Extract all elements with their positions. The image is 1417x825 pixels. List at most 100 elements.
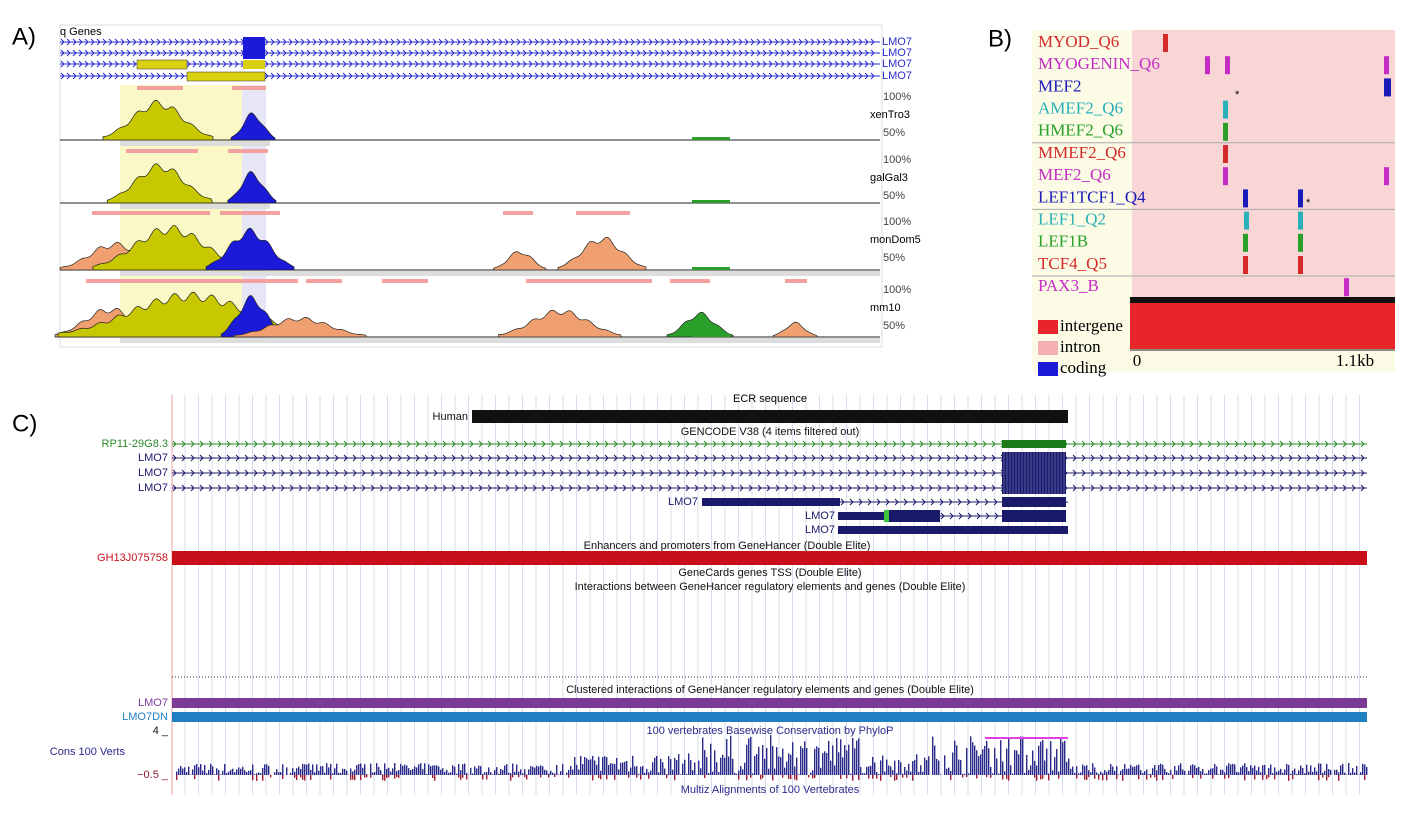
phylop-neg [518,775,520,778]
phylop-bar [742,769,744,775]
phylop-neg [398,775,400,778]
motif-label: AMEF2_Q6 [1038,99,1123,118]
phylop-bar [568,769,570,775]
phylop-bar [1346,774,1348,775]
phylop-bar [466,772,468,775]
phylop-bar [1140,770,1142,775]
phylop-bar [1278,770,1280,775]
phylop-neg [554,775,556,778]
phylop-neg [282,775,284,779]
phylop-neg [966,775,968,778]
phylop-neg [526,775,528,780]
phylop-bar [324,772,326,775]
phylop-bar [778,756,780,775]
motif-site [1244,211,1249,230]
phylop-neg [750,775,752,778]
motif-area [1132,30,1395,300]
phylop-bar [646,768,648,775]
tss-title: GeneCards genes TSS (Double Elite) [678,567,861,579]
conserved-block [692,137,730,140]
phylop-bar [1178,765,1180,775]
phylop-neg [738,775,740,780]
phylop-bar [206,773,208,775]
phylop-bar [594,760,596,775]
phylop-bar [1198,766,1200,775]
ecr-region [92,211,210,215]
conserved-block [692,334,730,337]
phylop-bar [454,766,456,775]
phylop-bar [1222,769,1224,775]
phylop-bar [986,740,988,775]
phylop-bar [1006,748,1008,775]
phylop-bar [598,756,600,775]
phylop-bar [1212,768,1214,775]
phylop-bar [178,768,180,775]
phylop-bar [588,759,590,775]
phylop-neg [962,775,964,778]
phylop-bar [738,770,740,775]
phylop-neg [1364,775,1366,780]
phylop-bar [620,762,622,775]
phylop-bar [1056,749,1058,775]
motif-label: MMEF2_Q6 [1038,143,1126,162]
phylop-bar [846,750,848,775]
phylop-bar [386,768,388,775]
phylop-bar [522,773,524,775]
phylop-bar [714,750,716,775]
species-label: monDom5 [870,234,921,246]
legend-label: intron [1060,337,1101,356]
phylop-bar [804,741,806,775]
phylop-bar [336,763,338,775]
phylop-bar [610,763,612,775]
phylop-bar [644,772,646,775]
transcript-label: LMO7 [138,482,168,494]
phylop-bar [1076,766,1078,775]
phylop-neg [1138,775,1140,780]
phylop-bar [1102,773,1104,775]
phylop-bar [746,744,748,775]
phylop-bar [1128,768,1130,775]
phylop-bar [254,774,256,775]
phylop-bar [912,761,914,775]
phylop-bar [380,770,382,775]
phylop-bar [286,767,288,775]
phylop-bar [806,747,808,775]
phylop-bar [384,763,386,775]
phylop-bar [340,773,342,775]
phylop-neg [176,775,178,780]
phylop-bar [428,764,430,775]
gene-label: LMO7 [882,36,912,48]
phylop-bar [528,769,530,775]
phylop-bar [1094,767,1096,775]
phylop-neg [1326,775,1328,781]
phylop-bar [1104,770,1106,775]
phylop-neg [1048,775,1050,781]
phylop-bar [458,763,460,775]
phylop-bar [1060,737,1062,775]
phylop-bar [548,773,550,775]
phylop-bar [768,768,770,775]
phylop-bar [188,766,190,775]
phylop-bar [536,765,538,775]
motif-label: MEF2 [1038,76,1081,95]
phylop-bar [834,765,836,775]
phylop-bar [282,764,284,775]
phylop-bar [822,753,824,775]
phylop-bar [580,755,582,775]
exon [702,498,840,506]
phylop-bar [984,745,986,775]
phylop-bar [1166,771,1168,775]
phylop-bar [640,766,642,775]
phylop-bar [730,735,732,775]
conserved-block [692,200,730,203]
phylop-bar [614,764,616,775]
strand-arrows [172,440,1365,448]
sequence-bar [1130,297,1395,303]
phylop-bar [1088,770,1090,775]
phylop-bar [682,763,684,775]
phylop-bar [1200,771,1202,775]
phylop-bar [890,766,892,775]
percent-label: 100% [883,284,911,296]
phylop-neg [788,775,790,779]
phylop-neg [330,775,332,780]
